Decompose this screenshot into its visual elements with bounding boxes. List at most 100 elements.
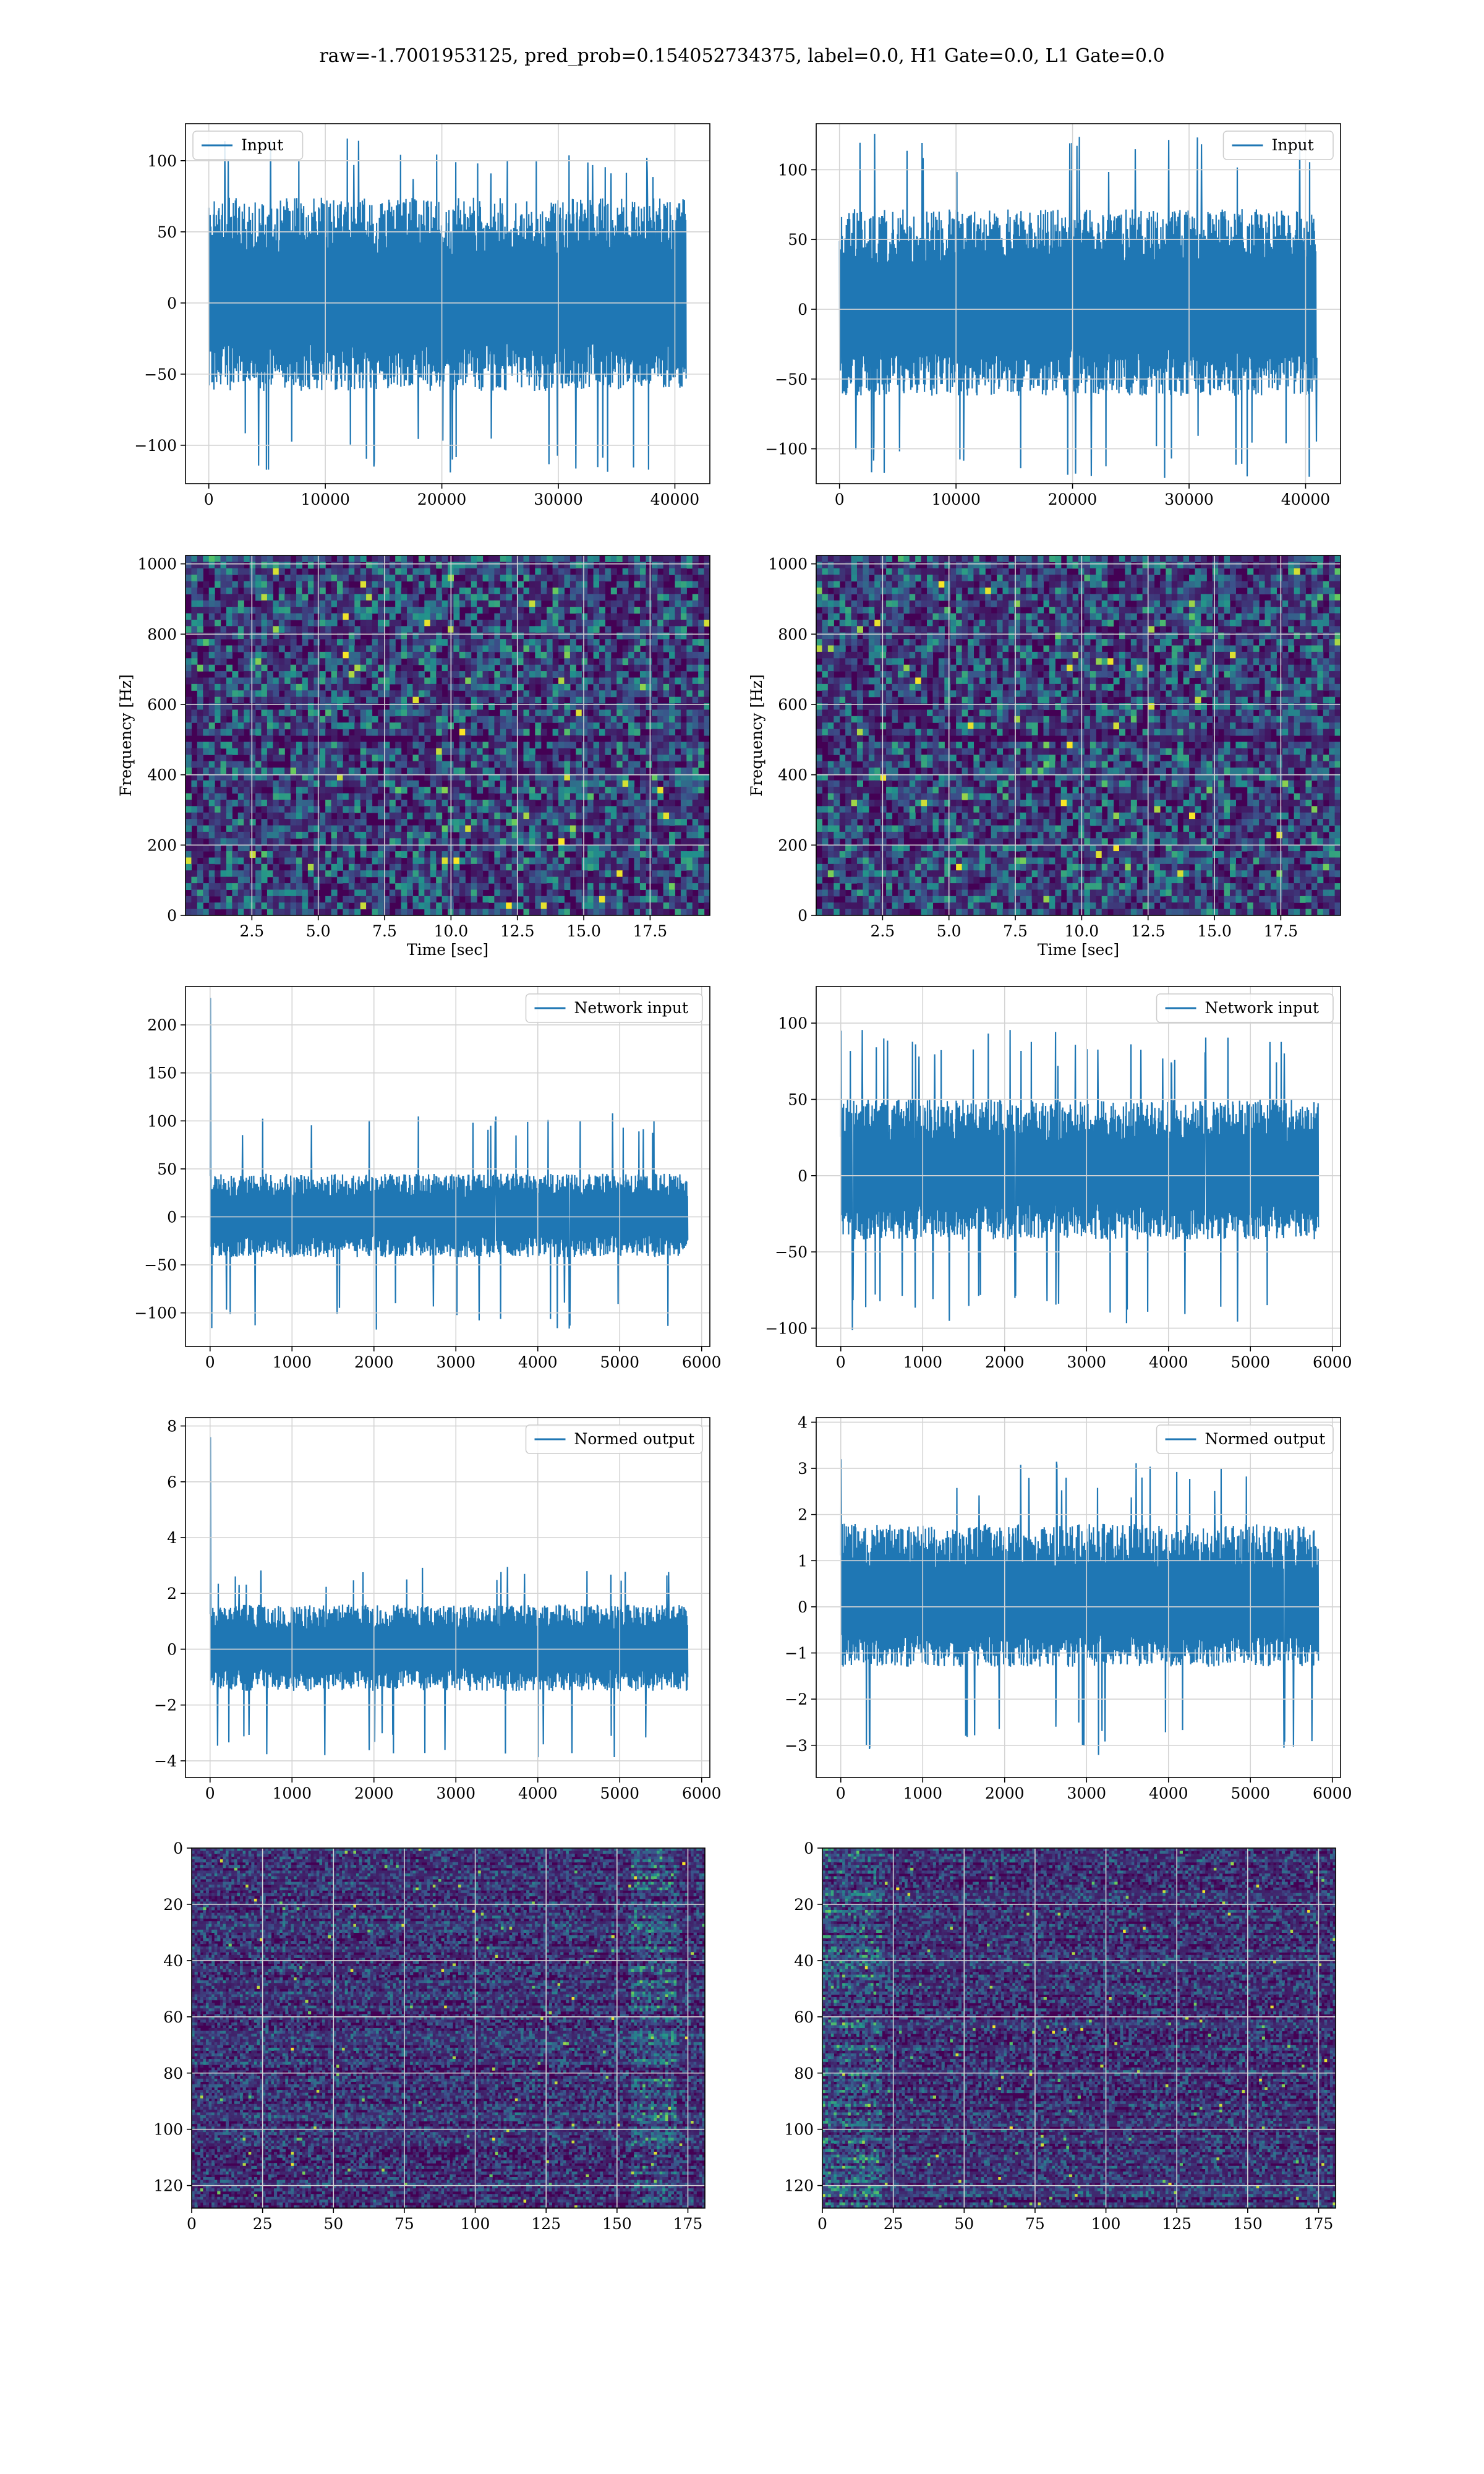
x-tick-label: 175 <box>1304 2215 1334 2233</box>
spectrogram-h1: 2.5 5.0 7.5 10.0 12.5 15.0 17.5 0 200 400 600 800 10… <box>117 555 710 959</box>
ticks: 0 10000 20000 30000 40000 −100 −50 0 50 100 <box>765 161 1330 508</box>
series-line <box>208 138 687 473</box>
figure-title: raw=-1.7001953125, pred_prob=0.154052734… <box>319 45 1164 67</box>
x-tick-label: 15.0 <box>1197 922 1232 940</box>
legend-box <box>192 131 304 160</box>
legend-box <box>525 1424 703 1454</box>
axes-frame <box>816 555 1341 916</box>
x-tick-label: 100 <box>1091 2215 1121 2233</box>
heatmap-cells <box>816 555 1341 915</box>
x-tick-label: 0 <box>204 490 214 508</box>
y-tick-label: 200 <box>147 1016 177 1034</box>
x-tick-label: 125 <box>1162 2215 1192 2233</box>
y-tick-label: −4 <box>154 1752 177 1770</box>
x-axis-label: Time [sec] <box>407 941 488 959</box>
y-tick-label: −50 <box>144 1256 177 1274</box>
plot-area <box>840 1459 1320 1755</box>
x-tick-label: 75 <box>394 2215 414 2233</box>
x-tick-label: 100 <box>461 2215 490 2233</box>
x-tick-label: 125 <box>531 2215 561 2233</box>
series-line <box>209 998 689 1330</box>
network-input-h1: 0 1000 2000 3000 4000 5000 6000 −100 −50 0 50 100 15… <box>134 986 722 1371</box>
y-tick-label: 20 <box>163 1896 183 1914</box>
x-tick-label: 10.0 <box>1065 922 1099 940</box>
x-tick-label: 12.5 <box>1131 922 1166 940</box>
x-tick-label: 2000 <box>354 1353 394 1371</box>
y-tick-label: 50 <box>788 1090 808 1108</box>
x-tick-label: 6000 <box>682 1353 722 1371</box>
y-tick-label: −3 <box>785 1737 808 1755</box>
y-tick-label: 400 <box>778 766 808 784</box>
y-tick-label: 100 <box>147 1112 177 1130</box>
x-tick-label: 25 <box>884 2215 903 2233</box>
x-tick-label: 5000 <box>1230 1353 1270 1371</box>
x-tick-label: 17.5 <box>1264 922 1298 940</box>
y-tick-label: 100 <box>147 152 177 170</box>
axes-frame <box>185 1417 710 1778</box>
plot-area <box>822 1848 1336 2208</box>
y-tick-label: 800 <box>147 625 177 643</box>
x-tick-label: 5.0 <box>937 922 962 940</box>
y-tick-label: 200 <box>147 836 177 854</box>
x-tick-label: 0 <box>836 1353 846 1371</box>
x-tick-label: 4000 <box>518 1784 558 1802</box>
y-tick-label: 80 <box>794 2065 814 2082</box>
y-tick-label: 4 <box>167 1529 177 1547</box>
gridlines <box>186 987 710 1346</box>
gridlines <box>186 124 710 484</box>
x-tick-label: 5000 <box>600 1353 639 1371</box>
x-tick-label: 20000 <box>417 490 467 508</box>
network-input-l1: 0 1000 2000 3000 4000 5000 6000 −100 −50 0 50 100 Ne… <box>765 986 1352 1371</box>
legend-label: Normed output <box>574 1430 695 1448</box>
y-tick-label: 0 <box>798 1598 808 1616</box>
legend: Input <box>1222 131 1334 160</box>
axes-frame <box>185 986 710 1347</box>
y-tick-label: 0 <box>167 1208 177 1226</box>
gridlines <box>822 1847 1336 2208</box>
y-tick-label: 4 <box>798 1413 808 1431</box>
series-line <box>209 1437 689 1758</box>
axes-frame <box>822 1847 1336 2209</box>
x-tick-label: 20000 <box>1048 490 1098 508</box>
x-tick-label: 1000 <box>272 1784 312 1802</box>
x-tick-label: 2000 <box>354 1784 394 1802</box>
y-axis-label: Frequency [Hz] <box>117 674 135 797</box>
x-tick-label: 6000 <box>1313 1353 1352 1371</box>
y-tick-label: 120 <box>784 2177 814 2195</box>
legend-box <box>1156 1424 1334 1454</box>
y-tick-label: 800 <box>778 625 808 643</box>
plot-area <box>816 555 1341 915</box>
y-tick-label: 600 <box>778 696 808 714</box>
legend-label: Input <box>1272 136 1314 154</box>
ticks: 0 1000 2000 3000 4000 5000 6000 −4 −2 0 2 4 6 8 <box>154 1418 721 1802</box>
heatmap-cells <box>192 1848 705 2208</box>
x-tick-label: 10000 <box>301 490 350 508</box>
y-tick-label: −100 <box>134 437 177 455</box>
x-tick-label: 3000 <box>436 1353 475 1371</box>
ticks: 2.5 5.0 7.5 10.0 12.5 15.0 17.5 0 200 400 600 800 10… <box>137 555 667 940</box>
y-tick-label: 150 <box>147 1064 177 1082</box>
x-tick-label: 175 <box>673 2215 703 2233</box>
ticks: 0 25 50 75 100 125 150 175 0 20 40 60 80 100 120 <box>153 1839 702 2233</box>
x-tick-label: 25 <box>253 2215 273 2233</box>
y-tick-label: −50 <box>144 366 177 383</box>
ticks: 0 25 50 75 100 125 150 175 0 20 40 60 80 100 120 <box>784 1839 1333 2233</box>
y-tick-label: 400 <box>147 766 177 784</box>
x-tick-label: 40000 <box>1281 490 1331 508</box>
gridlines <box>816 1418 1341 1778</box>
y-tick-label: 50 <box>157 1160 177 1178</box>
legend: Normed output <box>1156 1424 1334 1454</box>
legend: Input <box>192 131 304 160</box>
x-tick-label: 0 <box>836 1784 846 1802</box>
x-tick-label: 40000 <box>650 490 700 508</box>
ticks: 2.5 5.0 7.5 10.0 12.5 15.0 17.5 0 200 400 600 800 10… <box>768 555 1298 940</box>
y-tick-label: 100 <box>153 2121 183 2139</box>
axes-frame <box>816 123 1341 484</box>
y-tick-label: −50 <box>775 370 808 388</box>
y-tick-label: 6 <box>167 1473 177 1491</box>
x-tick-label: 2.5 <box>870 922 895 940</box>
heatmap-cells <box>186 555 710 915</box>
x-tick-label: 4000 <box>1149 1784 1188 1802</box>
x-tick-label: 12.5 <box>500 922 535 940</box>
y-tick-label: 40 <box>163 1952 183 1970</box>
